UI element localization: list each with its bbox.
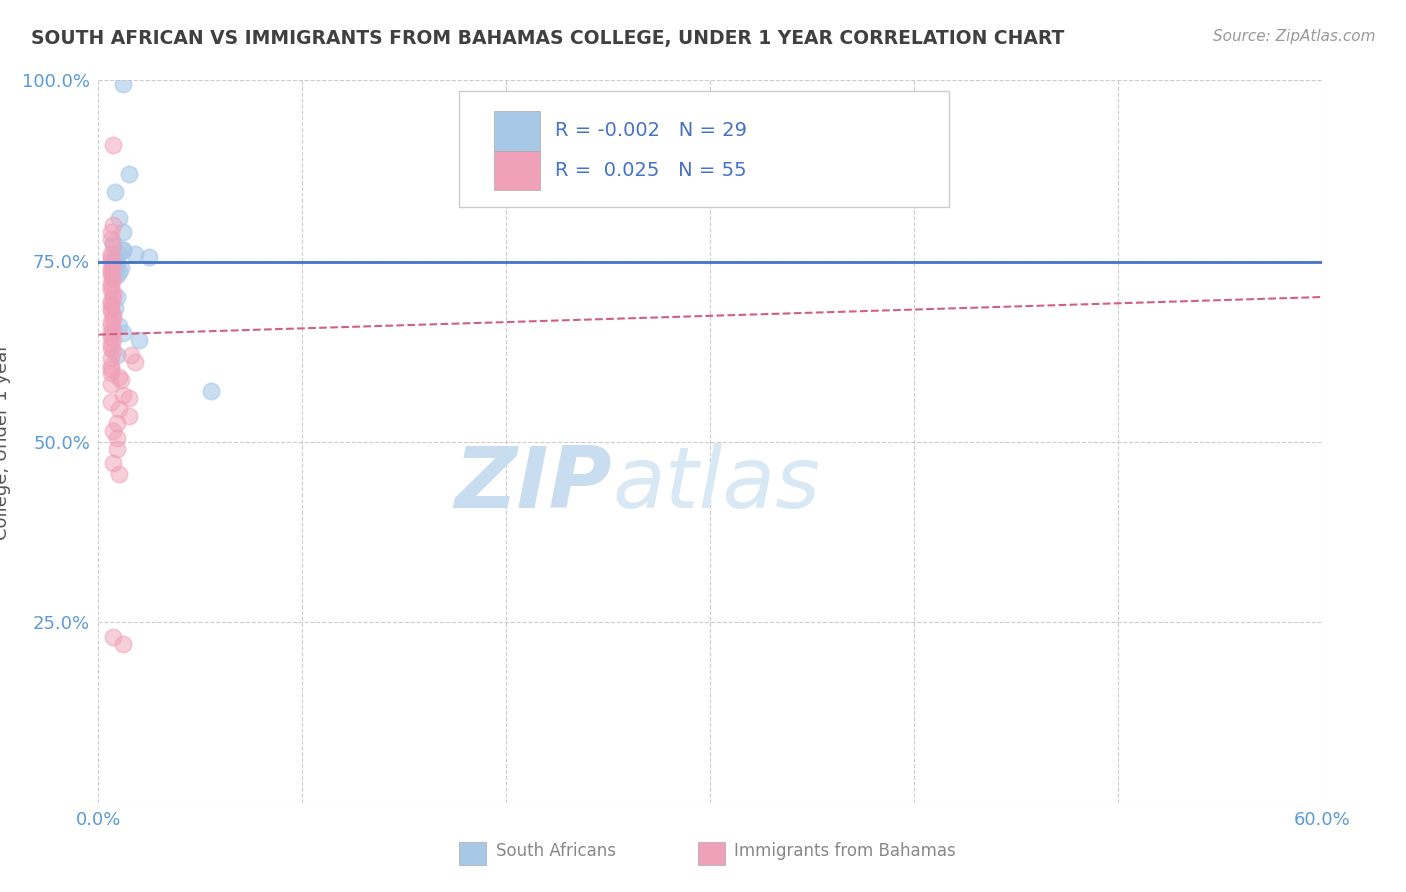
Point xyxy=(100,304,122,318)
Text: South Africans: South Africans xyxy=(496,842,616,860)
Point xyxy=(100,297,122,311)
Point xyxy=(101,630,124,644)
Point xyxy=(200,384,222,398)
Point xyxy=(100,301,122,315)
Point xyxy=(100,246,122,260)
Point xyxy=(111,326,134,340)
Point xyxy=(110,373,132,387)
Point xyxy=(128,334,150,348)
Point xyxy=(100,279,122,293)
Point xyxy=(108,265,131,279)
Point xyxy=(105,348,128,362)
Point xyxy=(101,268,124,283)
Point xyxy=(100,318,122,333)
Point xyxy=(105,417,128,431)
Point xyxy=(101,235,124,250)
Point xyxy=(100,337,122,351)
Point xyxy=(101,272,124,286)
Point xyxy=(100,265,122,279)
Point xyxy=(101,344,124,359)
Point xyxy=(101,322,124,336)
Point xyxy=(100,283,122,297)
FancyBboxPatch shape xyxy=(494,111,540,151)
Point xyxy=(101,456,124,470)
Point xyxy=(100,225,122,239)
Point xyxy=(100,362,122,376)
Point xyxy=(101,258,124,272)
Point xyxy=(111,637,134,651)
Point xyxy=(118,409,141,424)
Point xyxy=(100,359,122,373)
Point xyxy=(110,261,132,276)
Point xyxy=(105,442,128,456)
Point xyxy=(108,211,131,225)
Point xyxy=(101,334,124,348)
Text: atlas: atlas xyxy=(612,443,820,526)
Point xyxy=(100,326,122,340)
Text: Source: ZipAtlas.com: Source: ZipAtlas.com xyxy=(1212,29,1375,44)
FancyBboxPatch shape xyxy=(494,151,540,191)
Point xyxy=(111,243,134,257)
Point xyxy=(104,250,127,264)
Point xyxy=(100,293,122,308)
Point xyxy=(118,167,141,181)
Point xyxy=(108,369,131,384)
Y-axis label: College, Under 1 year: College, Under 1 year xyxy=(0,343,11,540)
Point xyxy=(104,258,127,272)
Point xyxy=(100,394,122,409)
Point xyxy=(105,431,128,445)
Point xyxy=(111,77,134,91)
Point xyxy=(105,258,128,272)
Point xyxy=(101,424,124,438)
FancyBboxPatch shape xyxy=(697,842,724,865)
Point xyxy=(108,402,131,417)
Point xyxy=(108,246,131,260)
Point xyxy=(100,276,122,290)
FancyBboxPatch shape xyxy=(460,842,486,865)
Point xyxy=(124,246,146,260)
Point xyxy=(108,318,131,333)
Point xyxy=(100,366,122,380)
Point xyxy=(101,311,124,326)
FancyBboxPatch shape xyxy=(460,91,949,207)
Point xyxy=(101,261,124,276)
Text: Immigrants from Bahamas: Immigrants from Bahamas xyxy=(734,842,956,860)
Text: ZIP: ZIP xyxy=(454,443,612,526)
Point xyxy=(100,261,122,276)
Point xyxy=(111,243,134,257)
Point xyxy=(101,286,124,301)
Point xyxy=(101,290,124,304)
Point xyxy=(120,348,142,362)
Point xyxy=(111,225,134,239)
Point xyxy=(101,265,124,279)
Point xyxy=(100,351,122,366)
Point xyxy=(138,250,160,264)
Point xyxy=(100,253,122,268)
Point xyxy=(101,239,124,253)
Point xyxy=(101,218,124,232)
Point xyxy=(104,301,127,315)
Point xyxy=(100,376,122,391)
Point xyxy=(105,268,128,283)
Point xyxy=(100,250,122,264)
Point xyxy=(100,268,122,283)
Text: R =  0.025   N = 55: R = 0.025 N = 55 xyxy=(555,161,747,180)
Point xyxy=(101,253,124,268)
Text: SOUTH AFRICAN VS IMMIGRANTS FROM BAHAMAS COLLEGE, UNDER 1 YEAR CORRELATION CHART: SOUTH AFRICAN VS IMMIGRANTS FROM BAHAMAS… xyxy=(31,29,1064,47)
Point xyxy=(111,387,134,401)
Point xyxy=(100,341,122,355)
Point xyxy=(108,467,131,481)
Point xyxy=(104,253,127,268)
Point xyxy=(100,330,122,344)
Point xyxy=(118,391,141,405)
Text: R = -0.002   N = 29: R = -0.002 N = 29 xyxy=(555,121,747,140)
Point xyxy=(124,355,146,369)
Point xyxy=(100,315,122,329)
Point xyxy=(100,232,122,246)
Point xyxy=(101,308,124,322)
Point xyxy=(101,138,124,153)
Point xyxy=(104,186,127,200)
Point xyxy=(105,290,128,304)
